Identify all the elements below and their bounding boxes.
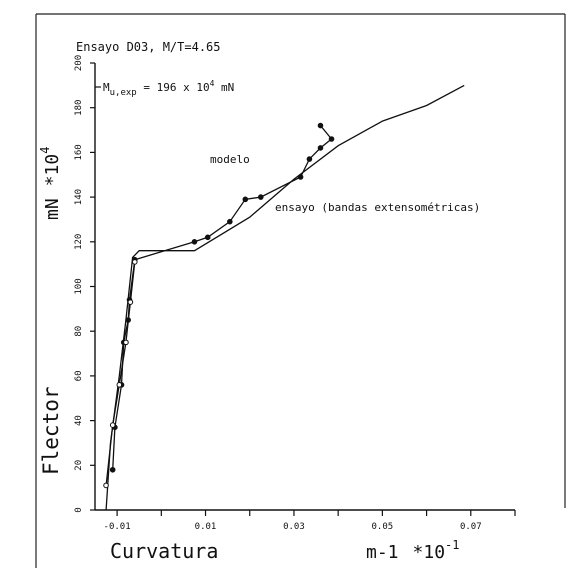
series-1-point-8: [204, 234, 211, 241]
series-2-point-5: [131, 259, 138, 265]
y-axis-label: Flector: [39, 386, 63, 475]
y-tick-label-6: 120: [74, 234, 84, 250]
mu-unit: mN: [214, 81, 234, 94]
y-tick-label-0: 0: [74, 507, 84, 512]
series-1-point-14: [317, 145, 324, 151]
mu-label: M: [103, 81, 110, 94]
y-axis-exponent: 4: [38, 147, 52, 154]
x-tick-label-4: 0.07: [460, 522, 482, 532]
x-tick-label-1: 0.01: [195, 522, 217, 532]
series-layer: [103, 84, 465, 511]
y-tick-label-1: 20: [74, 460, 84, 471]
x-tick-label-3: 0.05: [372, 522, 394, 532]
y-axis-unit: mN: [42, 198, 63, 220]
series-label-modelo: modelo: [210, 153, 250, 166]
y-tick-label-5: 100: [74, 278, 84, 294]
chart-title: Ensayo D03, M/T=4.65: [76, 40, 221, 54]
y-tick-label-4: 80: [74, 326, 84, 337]
series-2-point-2: [116, 382, 123, 388]
series-1-point-0: [109, 466, 116, 473]
x-tick-group: -0.01 0.01 0.03 0.05 0.07: [104, 510, 516, 532]
y-tick-label-3: 60: [74, 370, 84, 381]
series-line-2: [105, 261, 136, 486]
y-axis-label-name: Flector: [39, 386, 63, 475]
y-axis-unit-label: mN *104: [38, 147, 63, 220]
series-1-point-13: [306, 156, 313, 162]
y-tick-label-10: 200: [74, 55, 84, 71]
series-1-point-7: [191, 239, 198, 245]
mu-value-exponent: 4: [210, 79, 215, 88]
y-tick-label-9: 180: [74, 100, 84, 116]
series-line-0: [105, 84, 465, 511]
y-tick-label-2: 40: [74, 415, 84, 426]
mu-annotation: Mu,exp = 196 x 104 mN: [103, 79, 234, 98]
series-1-point-16: [317, 122, 324, 129]
x-axis-exponent: -1: [445, 538, 459, 552]
y-tick-label-8: 160: [74, 144, 84, 160]
y-tick-group: 0 20 40 60 80 100 120 140 160 180 200: [74, 55, 95, 513]
series-2-point-0: [103, 482, 109, 489]
series-2-point-1: [109, 422, 116, 428]
x-axis-multiplier: *10: [413, 542, 446, 563]
x-axis-unit: m-1: [366, 542, 399, 563]
series-1-point-9: [227, 218, 233, 225]
series-1-point-10: [242, 196, 249, 203]
y-tick-label-7: 140: [74, 189, 84, 205]
x-axis-label-name: Curvatura: [110, 539, 218, 563]
series-2-point-3: [123, 339, 129, 346]
x-tick-label-2: 0.03: [283, 522, 305, 532]
y-axis-multiplier: *10: [42, 154, 63, 187]
mu-subscript: u,exp: [110, 88, 137, 98]
x-tick-label-0: -0.01: [104, 522, 131, 532]
series-1-point-11: [257, 194, 264, 200]
mu-value: = 196 x 10: [137, 81, 210, 94]
series-1-point-15: [328, 136, 335, 142]
x-axis-unit-label: m-1 *10-1: [366, 538, 459, 563]
series-1-point-12: [297, 174, 304, 180]
series-2-point-4: [127, 299, 134, 305]
series-label-ensayo: ensayo (bandas extensométricas): [275, 201, 480, 214]
